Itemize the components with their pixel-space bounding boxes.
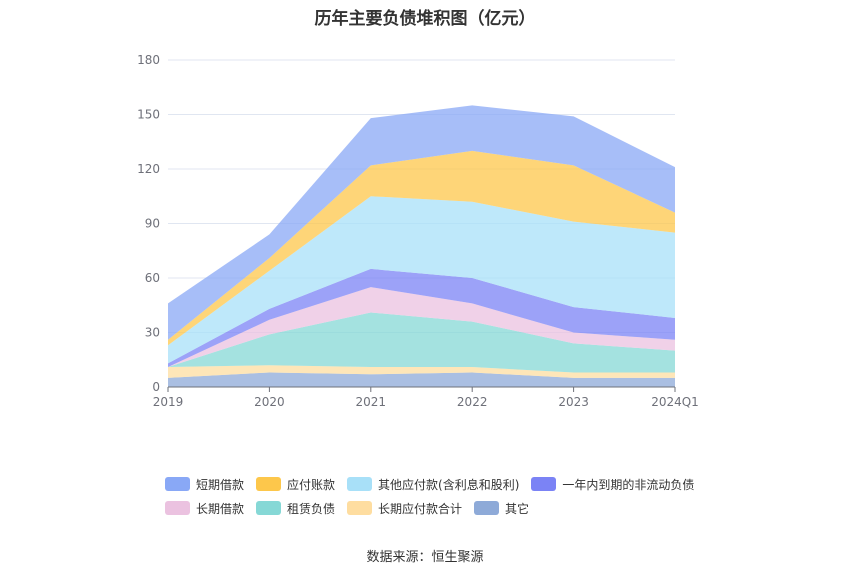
legend-item-short-term-loans[interactable]: 短期借款 [165, 476, 244, 493]
x-tick-label: 2024Q1 [651, 395, 699, 409]
y-tick-label: 180 [137, 53, 160, 67]
legend-swatch [531, 477, 557, 491]
y-tick-label: 90 [145, 217, 160, 231]
legend-label: 其他应付款(含利息和股利) [378, 477, 520, 492]
legend-label: 一年内到期的非流动负债 [562, 477, 695, 492]
legend-swatch [347, 477, 373, 491]
stacked-area-chart: 0 30 60 90 120 150 180 2019 2020 2021 2022 2023 2024… [137, 53, 699, 409]
legend-item-other[interactable]: 其它 [474, 500, 529, 517]
legend-item-long-term-loans[interactable]: 长期借款 [165, 500, 244, 517]
data-source: 数据来源：恒生聚源 [366, 550, 484, 565]
legend-label: 其它 [505, 501, 530, 516]
chart-title: 历年主要负债堆积图（亿元） [314, 9, 536, 29]
legend-label: 应付账款 [287, 477, 336, 492]
area-series-7 [168, 105, 675, 340]
area-series-5 [168, 196, 675, 364]
legend-label: 长期借款 [196, 501, 245, 516]
area-series-1 [168, 365, 675, 378]
legend-item-current-noncurrent-liabilities[interactable]: 一年内到期的非流动负债 [531, 476, 694, 493]
y-tick-label: 0 [152, 380, 160, 394]
area-series-3 [168, 287, 675, 368]
y-tick-label: 120 [137, 162, 160, 176]
legend-item-lease-liabilities[interactable]: 租赁负债 [256, 500, 335, 517]
x-tick-label: 2021 [356, 395, 387, 409]
legend-label: 长期应付款合计 [378, 501, 463, 516]
legend-item-accounts-payable[interactable]: 应付账款 [256, 476, 335, 493]
legend-item-long-term-payables[interactable]: 长期应付款合计 [347, 500, 462, 517]
area-series-2 [168, 312, 675, 373]
y-tick-label: 60 [145, 271, 160, 285]
legend-swatch [347, 501, 373, 515]
legend-swatch [256, 477, 282, 491]
legend-row-1: 短期借款 应付账款 其他应付款(含利息和股利) 一年内到期的非流动负债 [165, 472, 725, 496]
legend-swatch [165, 477, 190, 491]
area-series-4 [168, 268, 675, 368]
legend-swatch [256, 501, 282, 515]
legend-label: 短期借款 [196, 477, 245, 492]
legend-swatch [474, 501, 500, 515]
legend: 短期借款 应付账款 其他应付款(含利息和股利) 一年内到期的非流动负债 长期借款… [165, 472, 725, 520]
x-tick-label: 2020 [254, 395, 285, 409]
y-tick-label: 30 [145, 326, 160, 340]
area-series-6 [168, 150, 675, 346]
legend-item-other-payables[interactable]: 其他应付款(含利息和股利) [347, 476, 519, 493]
legend-swatch [165, 501, 190, 515]
x-tick-label: 2019 [153, 395, 184, 409]
y-tick-label: 150 [137, 108, 160, 122]
legend-row-2: 长期借款 租赁负债 长期应付款合计 其它 [165, 496, 725, 520]
area-series-0 [168, 372, 675, 387]
x-tick-label: 2023 [558, 395, 589, 409]
legend-label: 租赁负债 [287, 501, 336, 516]
x-tick-label: 2022 [457, 395, 488, 409]
